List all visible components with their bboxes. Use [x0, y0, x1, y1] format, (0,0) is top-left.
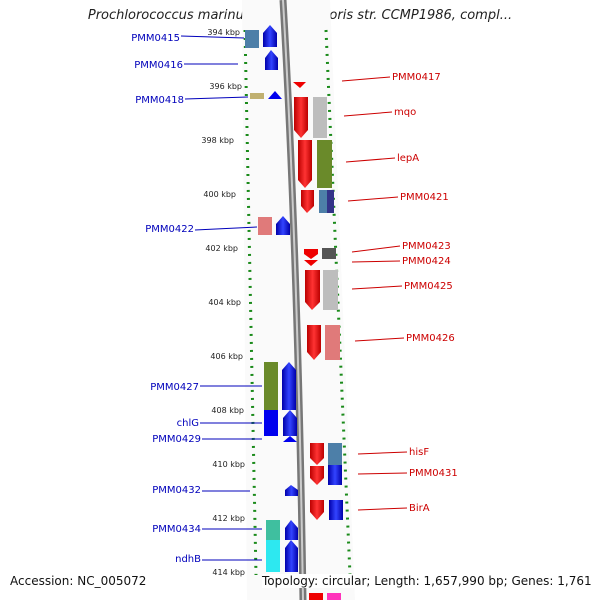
- gene-arrow-reverse[interactable]: [285, 520, 298, 540]
- gene-arrow-forward[interactable]: [329, 500, 343, 520]
- gene-arrow-reverse[interactable]: [283, 410, 297, 436]
- gene-arrow-reverse[interactable]: [282, 362, 296, 410]
- ruler-label: 414 kbp: [212, 568, 245, 577]
- topology-summary: Topology: circular; Length: 1,657,990 bp…: [262, 574, 592, 588]
- ruler-label: 398 kbp: [201, 136, 234, 145]
- ruler-label: 408 kbp: [211, 406, 244, 415]
- feature-block[interactable]: [245, 30, 259, 48]
- gene-label[interactable]: PMM0416: [134, 60, 183, 71]
- feature-block[interactable]: [313, 97, 327, 138]
- gene-arrow-reverse[interactable]: [265, 50, 278, 70]
- gene-label[interactable]: hisF: [409, 447, 429, 458]
- leader-line: [357, 472, 408, 475]
- gene-arrow-forward[interactable]: [298, 140, 312, 188]
- ruler-label: 402 kbp: [205, 244, 238, 253]
- ruler-label: 404 kbp: [208, 298, 241, 307]
- feature-block[interactable]: [264, 410, 278, 436]
- leader-line: [351, 245, 401, 253]
- gene-label[interactable]: PMM0426: [406, 333, 455, 344]
- gene-label[interactable]: mqo: [394, 107, 416, 118]
- forward-strand-features: [293, 82, 343, 600]
- forward-labels: PMM0417 mqo lepA PMM0421 PMM0423 PMM0424…: [392, 72, 458, 514]
- feature-block[interactable]: [328, 443, 342, 465]
- gene-label[interactable]: PMM0415: [131, 33, 180, 44]
- gene-arrow-forward[interactable]: [328, 465, 342, 485]
- leader-line: [357, 507, 408, 511]
- leader-line: [180, 35, 245, 39]
- gene-arrow-reverse[interactable]: [285, 540, 298, 572]
- gene-arrow-forward[interactable]: [304, 260, 318, 266]
- gene-label[interactable]: BirA: [409, 503, 430, 514]
- ruler-label: 406 kbp: [210, 352, 243, 361]
- accession-text: Accession: NC_005072: [10, 574, 147, 588]
- gene-arrow-reverse[interactable]: [283, 436, 297, 442]
- gene-label[interactable]: PMM0434: [152, 524, 201, 535]
- leader-line: [351, 285, 403, 290]
- feature-block[interactable]: [319, 190, 327, 213]
- feature-block[interactable]: [327, 593, 341, 600]
- leader-line: [341, 76, 391, 82]
- feature-block[interactable]: [250, 93, 264, 99]
- chromosome-backbone-highlight: [282, 0, 304, 600]
- gene-label[interactable]: PMM0424: [402, 256, 451, 267]
- left-tick-track: [243, 29, 258, 576]
- feature-block[interactable]: [317, 140, 332, 188]
- reverse-labels: PMM0415 PMM0416 PMM0418 PMM0422 PMM0427 …: [131, 33, 201, 565]
- forward-label-leaders: [341, 76, 408, 511]
- leader-line: [357, 451, 408, 455]
- leader-line: [347, 196, 399, 202]
- gene-arrow-forward[interactable]: [293, 82, 306, 88]
- gene-label[interactable]: PMM0427: [150, 382, 199, 393]
- leader-line: [345, 157, 396, 163]
- gene-arrow-reverse[interactable]: [268, 91, 282, 99]
- gene-arrow-reverse[interactable]: [285, 485, 298, 496]
- gene-arrow-forward[interactable]: [301, 190, 314, 213]
- feature-block[interactable]: [258, 217, 272, 235]
- ruler-label: 410 kbp: [212, 460, 245, 469]
- leader-line: [351, 260, 401, 263]
- gene-arrow-forward[interactable]: [310, 466, 324, 485]
- ruler-label: 394 kbp: [207, 28, 240, 37]
- gene-label[interactable]: ndhB: [175, 554, 201, 565]
- feature-block[interactable]: [264, 362, 278, 410]
- ruler-label: 396 kbp: [209, 82, 242, 91]
- feature-block[interactable]: [323, 270, 338, 310]
- feature-block[interactable]: [266, 520, 280, 540]
- leader-line: [184, 96, 249, 100]
- gene-label[interactable]: PMM0421: [400, 192, 449, 203]
- gene-label[interactable]: PMM0422: [145, 224, 194, 235]
- gene-label[interactable]: lepA: [397, 153, 419, 164]
- gene-label[interactable]: PMM0425: [404, 281, 453, 292]
- feature-block[interactable]: [266, 540, 280, 572]
- leader-line: [354, 337, 405, 342]
- feature-block[interactable]: [309, 593, 323, 600]
- gene-arrow-forward[interactable]: [305, 270, 320, 310]
- gene-arrow-forward[interactable]: [310, 443, 324, 465]
- gene-arrow-forward[interactable]: [310, 500, 324, 520]
- ruler-label: 412 kbp: [212, 514, 245, 523]
- gene-arrow-forward[interactable]: [304, 249, 318, 259]
- gene-label[interactable]: PMM0429: [152, 434, 201, 445]
- reverse-label-leaders: [180, 35, 262, 561]
- feature-block[interactable]: [322, 248, 336, 259]
- ruler-label: 400 kbp: [203, 190, 236, 199]
- gene-arrow-reverse[interactable]: [263, 25, 277, 47]
- reverse-strand-features: [245, 25, 298, 572]
- gene-label[interactable]: PMM0431: [409, 468, 458, 479]
- ruler: 394 kbp 396 kbp 398 kbp 400 kbp 402 kbp …: [201, 28, 245, 577]
- gene-label[interactable]: PMM0417: [392, 72, 441, 83]
- leader-line: [194, 226, 258, 231]
- leader-line: [343, 111, 393, 117]
- gene-label[interactable]: PMM0432: [152, 485, 201, 496]
- gene-arrow-forward[interactable]: [307, 325, 321, 360]
- gene-label[interactable]: PMM0423: [402, 241, 451, 252]
- gene-arrow-forward[interactable]: [294, 97, 308, 138]
- gene-label[interactable]: PMM0418: [135, 95, 184, 106]
- gene-label[interactable]: chlG: [177, 418, 199, 429]
- feature-block[interactable]: [325, 325, 340, 360]
- feature-block[interactable]: [327, 190, 334, 213]
- gene-arrow-reverse[interactable]: [276, 216, 290, 235]
